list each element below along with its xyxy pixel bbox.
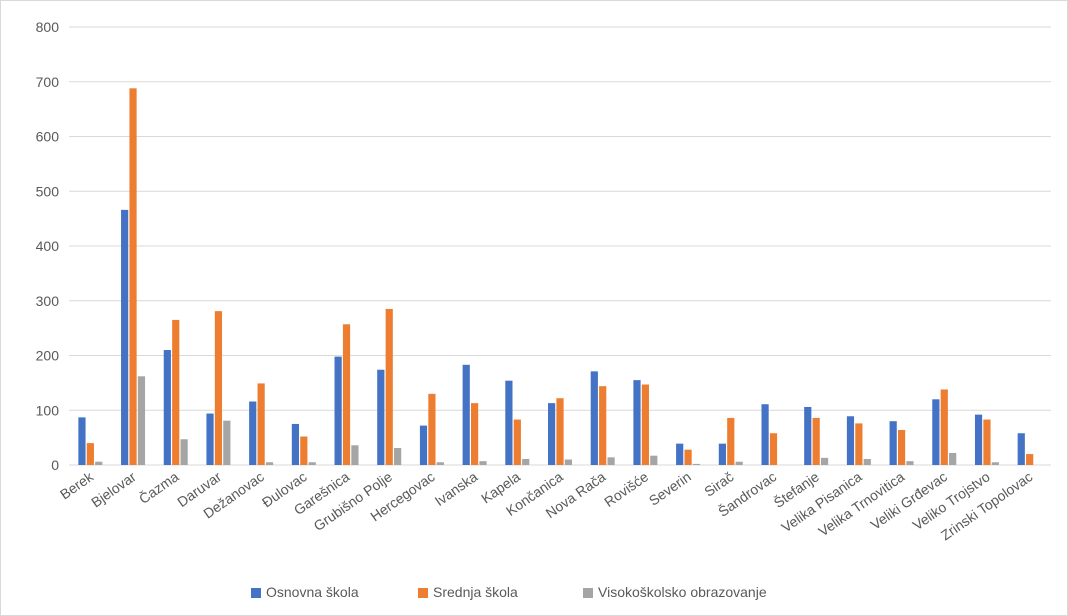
bar xyxy=(471,403,479,465)
bar xyxy=(991,462,999,465)
y-tick-label: 400 xyxy=(36,238,60,254)
legend-label: Visokoškolsko obrazovanje xyxy=(598,584,767,600)
bar xyxy=(385,308,393,465)
bar xyxy=(137,376,146,465)
bar xyxy=(214,311,223,465)
bar xyxy=(812,417,820,465)
legend-label: Srednja škola xyxy=(433,584,518,600)
bar xyxy=(479,461,487,465)
y-axis-ticks: 0 100 200 300 400 500 600 700 800 xyxy=(36,19,60,473)
legend-swatch xyxy=(418,588,428,598)
bar xyxy=(513,419,521,465)
bar xyxy=(394,448,402,465)
bar xyxy=(334,356,342,465)
x-tick-label: Čazma xyxy=(136,468,182,507)
bar xyxy=(95,461,103,465)
y-tick-label: 100 xyxy=(36,402,60,418)
bar xyxy=(180,439,188,465)
bar xyxy=(650,455,658,465)
bar xyxy=(727,417,735,465)
bar xyxy=(206,413,214,465)
bar xyxy=(129,88,137,465)
bar xyxy=(249,401,257,465)
bar xyxy=(855,423,863,465)
legend-swatch xyxy=(583,588,593,598)
bar xyxy=(1026,454,1034,465)
x-tick-label: Bjelovar xyxy=(88,468,139,510)
bar xyxy=(556,398,564,465)
bar xyxy=(548,403,556,465)
y-tick-label: 500 xyxy=(36,183,60,199)
y-tick-label: 200 xyxy=(36,348,60,364)
y-tick-label: 600 xyxy=(36,129,60,145)
bar xyxy=(906,461,914,465)
bar xyxy=(761,404,769,465)
bar xyxy=(940,389,948,465)
bar xyxy=(265,462,274,465)
bar xyxy=(436,462,444,465)
bar xyxy=(419,425,428,465)
bar xyxy=(163,350,171,465)
bar xyxy=(257,383,265,465)
gridlines xyxy=(69,26,1051,466)
x-tick-label: Rovišće xyxy=(601,468,651,510)
bar xyxy=(291,423,300,465)
bar xyxy=(718,443,726,465)
bar xyxy=(846,416,855,465)
bar xyxy=(820,457,829,465)
bar xyxy=(684,449,692,465)
bar xyxy=(676,443,684,465)
bar xyxy=(804,406,812,465)
bar xyxy=(1017,433,1025,465)
legend-label: Osnovna škola xyxy=(266,584,359,600)
bar xyxy=(590,371,598,465)
bar xyxy=(308,462,316,465)
bar xyxy=(223,420,231,465)
bar xyxy=(897,429,906,465)
bar xyxy=(505,380,513,465)
x-axis-labels: BerekBjelovarČazmaDaruvarDežanovacĐulova… xyxy=(57,468,1035,544)
bar xyxy=(599,386,607,465)
bar xyxy=(692,463,701,465)
bar xyxy=(932,399,940,465)
bar xyxy=(769,433,778,465)
bar xyxy=(607,457,615,465)
bar xyxy=(351,445,359,465)
bar xyxy=(300,436,308,465)
y-tick-label: 300 xyxy=(36,293,60,309)
bar xyxy=(641,384,649,465)
bar xyxy=(974,414,983,465)
bar xyxy=(735,461,743,465)
bars xyxy=(78,88,1034,465)
bar xyxy=(428,393,436,465)
bar xyxy=(342,324,351,465)
x-tick-label: Severin xyxy=(646,468,694,508)
bar xyxy=(86,443,94,465)
bar xyxy=(462,364,470,465)
y-tick-label: 700 xyxy=(36,74,60,90)
bar xyxy=(889,421,897,465)
bar xyxy=(633,380,641,465)
legend: Osnovna škola Srednja škola Visokoškolsko … xyxy=(251,584,767,600)
y-tick-label: 0 xyxy=(51,457,59,473)
x-tick-label: Ivanska xyxy=(432,468,481,509)
y-tick-label: 800 xyxy=(36,19,60,35)
bar xyxy=(983,419,991,465)
bar xyxy=(121,209,129,465)
legend-swatch xyxy=(251,588,261,598)
bar xyxy=(564,459,572,465)
bar xyxy=(78,417,86,465)
bar xyxy=(949,452,957,465)
bar xyxy=(522,458,530,465)
bar xyxy=(377,369,385,465)
bar xyxy=(863,458,871,465)
bar xyxy=(172,319,180,465)
